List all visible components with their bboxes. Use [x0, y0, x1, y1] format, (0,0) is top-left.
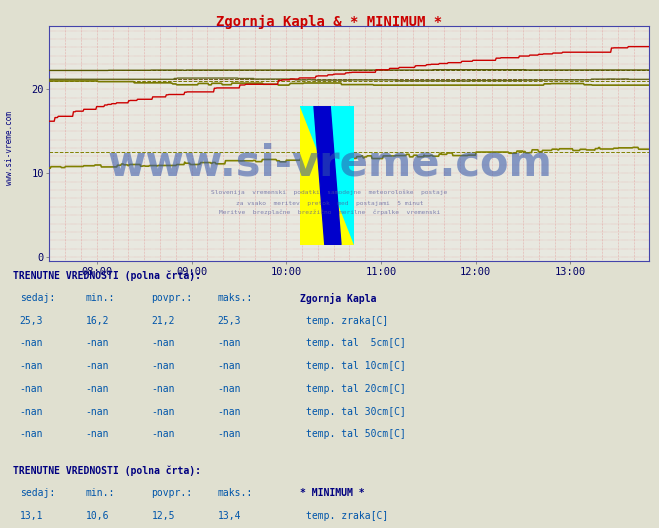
Text: -nan: -nan	[86, 407, 109, 417]
Text: temp. tal  5cm[C]: temp. tal 5cm[C]	[306, 338, 407, 348]
Text: -nan: -nan	[152, 384, 175, 394]
Polygon shape	[301, 106, 355, 244]
Text: min.:: min.:	[86, 293, 115, 303]
Text: Slovenija  vremenski  podatki  samodejne  meteorološke  postaje: Slovenija vremenski podatki samodejne me…	[212, 190, 447, 195]
Text: -nan: -nan	[86, 361, 109, 371]
Text: temp. tal 10cm[C]: temp. tal 10cm[C]	[306, 361, 407, 371]
Text: 25,3: 25,3	[217, 316, 241, 326]
Text: -nan: -nan	[20, 429, 43, 439]
Polygon shape	[301, 106, 355, 244]
Text: temp. zraka[C]: temp. zraka[C]	[306, 316, 389, 326]
Text: 13,1: 13,1	[20, 511, 43, 521]
Text: sedaj:: sedaj:	[20, 488, 55, 498]
Text: www.si-vreme.com: www.si-vreme.com	[5, 111, 14, 185]
Text: povpr.:: povpr.:	[152, 293, 192, 303]
Text: -nan: -nan	[217, 407, 241, 417]
Text: temp. tal 20cm[C]: temp. tal 20cm[C]	[306, 384, 407, 394]
Text: temp. tal 50cm[C]: temp. tal 50cm[C]	[306, 429, 407, 439]
Text: -nan: -nan	[152, 361, 175, 371]
Text: TRENUTNE VREDNOSTI (polna črta):: TRENUTNE VREDNOSTI (polna črta):	[13, 466, 201, 476]
Text: temp. tal 30cm[C]: temp. tal 30cm[C]	[306, 407, 407, 417]
Text: -nan: -nan	[152, 338, 175, 348]
Text: TRENUTNE VREDNOSTI (polna črta):: TRENUTNE VREDNOSTI (polna črta):	[13, 270, 201, 281]
Text: maks.:: maks.:	[217, 488, 252, 498]
Text: -nan: -nan	[20, 338, 43, 348]
Text: www.si-vreme.com: www.si-vreme.com	[107, 143, 552, 185]
Text: -nan: -nan	[152, 429, 175, 439]
Text: 16,2: 16,2	[86, 316, 109, 326]
Text: -nan: -nan	[86, 338, 109, 348]
Text: 13,4: 13,4	[217, 511, 241, 521]
Text: min.:: min.:	[86, 488, 115, 498]
Text: -nan: -nan	[86, 429, 109, 439]
Text: -nan: -nan	[217, 338, 241, 348]
Text: Zgornja Kapla & * MINIMUM *: Zgornja Kapla & * MINIMUM *	[216, 15, 443, 29]
Text: -nan: -nan	[152, 407, 175, 417]
Text: Zgornja Kapla: Zgornja Kapla	[300, 293, 376, 304]
Text: -nan: -nan	[217, 429, 241, 439]
Text: sedaj:: sedaj:	[20, 293, 55, 303]
Text: 25,3: 25,3	[20, 316, 43, 326]
Text: temp. zraka[C]: temp. zraka[C]	[306, 511, 389, 521]
Text: povpr.:: povpr.:	[152, 488, 192, 498]
Text: -nan: -nan	[20, 407, 43, 417]
Text: 21,2: 21,2	[152, 316, 175, 326]
Text: -nan: -nan	[20, 361, 43, 371]
Text: 12,5: 12,5	[152, 511, 175, 521]
Text: maks.:: maks.:	[217, 293, 252, 303]
Text: -nan: -nan	[217, 384, 241, 394]
Text: -nan: -nan	[20, 384, 43, 394]
Text: za vsako  meritev  pretok  med  postajami  5 minut: za vsako meritev pretok med postajami 5 …	[236, 201, 423, 206]
Text: -nan: -nan	[86, 384, 109, 394]
Text: 10,6: 10,6	[86, 511, 109, 521]
Polygon shape	[314, 106, 341, 244]
Text: -nan: -nan	[217, 361, 241, 371]
Text: * MINIMUM *: * MINIMUM *	[300, 488, 364, 498]
Text: Meritve  brezplačne  brezžično  merilne  črpalke  vremenski: Meritve brezplačne brezžično merilne črp…	[219, 210, 440, 215]
